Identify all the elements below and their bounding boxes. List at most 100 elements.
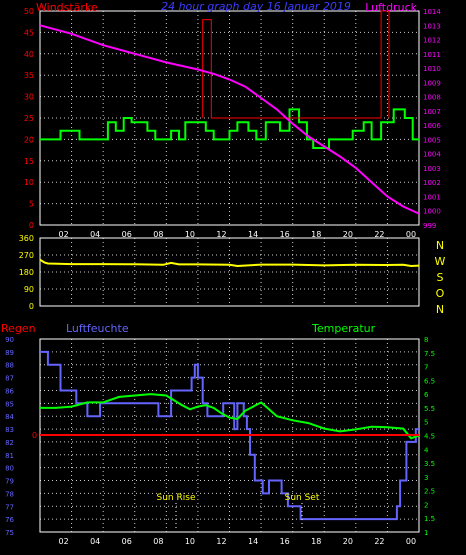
temperature-tick-label: 5 <box>424 419 428 427</box>
time-tick-label: 14 <box>248 537 258 546</box>
pressure-tick-label: 1005 <box>423 136 441 144</box>
wind-tick-label: 15 <box>24 157 34 166</box>
time-tick-label: 18 <box>311 230 321 239</box>
time-tick-label: 06 <box>122 230 132 239</box>
time-tick-label: 10 <box>185 537 195 546</box>
humidity-tick-label: 84 <box>5 413 14 421</box>
time-tick-label: 02 <box>58 230 68 239</box>
wind-direction-line <box>39 258 420 268</box>
pressure-tick-label: 1011 <box>423 51 441 59</box>
direction-tick-label: 360 <box>19 234 34 243</box>
pressure-tick-label: 1006 <box>423 122 441 130</box>
panel3-series <box>40 350 420 521</box>
pressure-axis-label: Luftdruck <box>365 1 417 14</box>
direction-tick-label: 0 <box>29 302 34 311</box>
pressure-tick-label: 1003 <box>423 165 441 173</box>
temperature-tick-label: 3.5 <box>424 460 435 468</box>
panel2-grid <box>40 238 420 306</box>
time-tick-label: 10 <box>185 230 195 239</box>
wind-tick-label: 40 <box>24 50 34 59</box>
temperature-tick-label: 4.5 <box>424 433 435 441</box>
pressure-tick-label: 1009 <box>423 79 441 87</box>
humidity-tick-label: 83 <box>5 426 14 434</box>
direction-tick-label: 180 <box>19 268 34 277</box>
temperature-tick-label: 2.5 <box>424 488 435 496</box>
pressure-line <box>39 24 420 215</box>
sun-set-label: Sun Set <box>285 493 320 503</box>
pressure-tick-label: 1000 <box>423 208 441 216</box>
humidity-tick-label: 90 <box>5 336 14 344</box>
panel1-series <box>39 10 420 215</box>
time-tick-label: 22 <box>374 537 384 546</box>
humidity-tick-label: 85 <box>5 400 14 408</box>
wind-tick-label: 5 <box>29 200 34 209</box>
compass-label: N <box>436 303 444 316</box>
pressure-tick-label: 1001 <box>423 193 441 201</box>
humidity-tick-label: 89 <box>5 349 14 357</box>
pressure-tick-label: 1013 <box>423 22 441 30</box>
time-tick-label: 02 <box>58 537 68 546</box>
pressure-tick-label: 1004 <box>423 151 441 159</box>
temperature-axis-label: Temperatur <box>311 322 376 335</box>
time-tick-label: 08 <box>153 537 163 546</box>
humidity-tick-label: 77 <box>5 503 14 511</box>
humidity-tick-label: 87 <box>5 375 14 383</box>
pressure-axis-ticks: 999 1000 1001 1002 1003 1004 1005 1006 1007 1008 1… <box>423 8 441 230</box>
temperature-tick-label: 8 <box>424 336 428 344</box>
compass-label: N <box>436 239 444 252</box>
humidity-tick-label: 78 <box>5 490 14 498</box>
time-tick-label: 16 <box>280 230 290 239</box>
temperature-tick-label: 1 <box>424 529 428 537</box>
wind-axis-label: Windstärke <box>36 1 98 14</box>
compass-label: S <box>437 271 444 284</box>
humidity-tick-label: 81 <box>5 452 14 460</box>
time-tick-label: 00 <box>406 230 416 239</box>
wind-axis-ticks: 0 5 10 15 20 25 30 35 40 45 50 <box>24 7 34 230</box>
rain-tick-label: 0 <box>32 431 37 440</box>
time-tick-label: 04 <box>90 230 100 239</box>
temperature-tick-label: 5.5 <box>424 405 435 413</box>
time-tick-label: 12 <box>216 537 226 546</box>
pressure-tick-label: 1012 <box>423 37 441 45</box>
temperature-line <box>40 393 420 440</box>
humidity-tick-label: 88 <box>5 362 14 370</box>
time-tick-label: 08 <box>153 230 163 239</box>
panel2-series <box>39 258 420 268</box>
temperature-tick-label: 1.5 <box>424 515 435 523</box>
humidity-tick-label: 75 <box>5 529 14 537</box>
rain-axis-label: Regen <box>1 322 36 335</box>
time-tick-label: 18 <box>311 537 321 546</box>
pressure-tick-label: 1007 <box>423 108 441 116</box>
time-tick-label: 00 <box>406 537 416 546</box>
temperature-tick-label: 2 <box>424 501 428 509</box>
temperature-tick-label: 7.5 <box>424 350 435 358</box>
panel1-time-ticks: 02 04 06 08 10 12 14 16 18 20 22 00 <box>58 230 416 239</box>
wind-gust-line <box>202 10 390 119</box>
humidity-axis-ticks: 75 76 77 78 79 80 81 82 83 84 85 86 87 88 89 90 <box>5 336 14 537</box>
time-tick-label: 22 <box>374 230 384 239</box>
humidity-line <box>40 350 419 521</box>
wind-tick-label: 25 <box>24 114 34 123</box>
temperature-tick-label: 7 <box>424 364 428 372</box>
wind-tick-label: 10 <box>24 178 34 187</box>
direction-axis-ticks: 0 90 180 270 360 <box>19 234 34 311</box>
direction-tick-label: 90 <box>24 285 34 294</box>
pressure-tick-label: 999 <box>423 222 436 230</box>
time-tick-label: 20 <box>343 537 353 546</box>
temperature-tick-label: 4 <box>424 446 429 454</box>
time-tick-label: 16 <box>280 537 290 546</box>
pressure-tick-label: 1008 <box>423 94 441 102</box>
pressure-tick-label: 1002 <box>423 179 441 187</box>
humidity-tick-label: 79 <box>5 478 14 486</box>
time-tick-label: 04 <box>90 537 100 546</box>
humidity-tick-label: 82 <box>5 439 14 447</box>
time-tick-label: 20 <box>343 230 353 239</box>
wind-speed-line <box>40 108 419 149</box>
compass-label: W <box>435 255 446 268</box>
wind-tick-label: 20 <box>24 135 34 144</box>
temperature-tick-label: 6 <box>424 391 429 399</box>
